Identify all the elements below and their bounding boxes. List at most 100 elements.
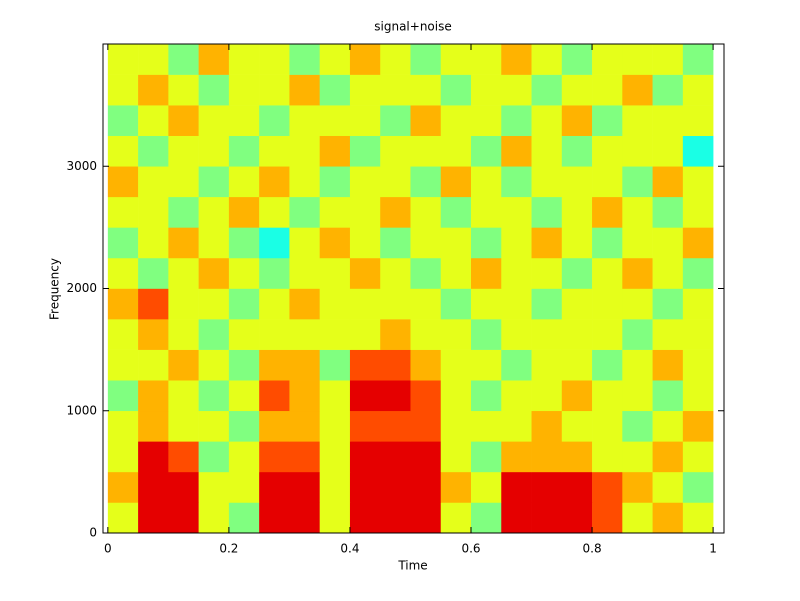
heatmap-cell — [561, 135, 593, 167]
heatmap-cell — [501, 74, 532, 106]
heatmap-cell — [289, 319, 320, 350]
heatmap-cell — [138, 410, 169, 442]
heatmap-cell — [592, 135, 623, 167]
chart-title: signal+noise — [374, 20, 451, 34]
heatmap-cell — [259, 196, 290, 228]
heatmap-cell — [410, 74, 442, 106]
heatmap-cell — [622, 349, 653, 381]
heatmap-cell — [622, 502, 653, 534]
heatmap-cell — [471, 441, 502, 473]
heatmap-cell — [259, 166, 290, 198]
heatmap-cell — [380, 135, 411, 167]
heatmap-cell — [319, 288, 351, 320]
heatmap-cell — [228, 319, 260, 350]
heatmap-cell — [107, 166, 139, 198]
heatmap-cell — [138, 502, 169, 534]
heatmap-cell — [168, 166, 199, 198]
heatmap-cell — [168, 135, 199, 167]
heatmap-cell — [531, 74, 563, 106]
x-tick-label: 0.4 — [340, 542, 359, 556]
heatmap-cell — [410, 288, 442, 320]
heatmap-cell — [349, 471, 381, 503]
heatmap-cell — [592, 74, 623, 106]
heatmap-cell — [198, 380, 230, 412]
heatmap-cell — [592, 441, 623, 473]
heatmap-cell — [289, 44, 320, 75]
heatmap-cell — [501, 380, 532, 412]
heatmap-cell — [561, 441, 593, 473]
heatmap-cell — [138, 74, 169, 106]
heatmap-cell — [652, 196, 684, 228]
heatmap-cell — [380, 74, 411, 106]
heatmap-cell — [107, 380, 139, 412]
heatmap-cell — [561, 44, 593, 75]
heatmap-cell — [410, 441, 442, 473]
heatmap-cell — [652, 471, 684, 503]
heatmap-cell — [289, 135, 320, 167]
heatmap-cell — [168, 349, 199, 381]
x-tick-label: 0.6 — [461, 542, 480, 556]
heatmap-cell — [380, 44, 411, 75]
heatmap-cell — [410, 502, 442, 534]
heatmap-cell — [107, 502, 139, 534]
heatmap-cell — [107, 227, 139, 259]
heatmap-cell — [471, 502, 502, 534]
heatmap-cell — [440, 471, 472, 503]
heatmap-cell — [138, 196, 169, 228]
heatmap-cell — [259, 441, 290, 473]
heatmap-cell — [349, 74, 381, 106]
heatmap-cell — [138, 471, 169, 503]
heatmap-cell — [622, 471, 653, 503]
x-tick-label: 0.2 — [219, 542, 238, 556]
heatmap-cell — [652, 380, 684, 412]
heatmap-cell — [168, 105, 199, 136]
heatmap-cell — [622, 105, 653, 136]
heatmap-cell — [198, 74, 230, 106]
heatmap-cell — [349, 319, 381, 350]
heatmap-cell — [471, 257, 502, 289]
heatmap-cell — [622, 257, 653, 289]
heatmap-cell — [380, 105, 411, 136]
heatmap-cell — [349, 380, 381, 412]
y-tick-label: 3000 — [66, 159, 97, 173]
heatmap-cell — [289, 196, 320, 228]
heatmap-cell — [228, 227, 260, 259]
heatmap-cell — [289, 227, 320, 259]
heatmap-cell — [561, 349, 593, 381]
heatmap-cell — [228, 349, 260, 381]
x-tick-label: 0 — [104, 542, 112, 556]
x-tick-label: 0.8 — [583, 542, 602, 556]
heatmap-cell — [501, 135, 532, 167]
heatmap-cell — [682, 410, 714, 442]
heatmap-cell — [471, 349, 502, 381]
heatmap-cell — [652, 44, 684, 75]
heatmap-cell — [138, 349, 169, 381]
heatmap-cell — [622, 196, 653, 228]
heatmap-cell — [349, 196, 381, 228]
heatmap-cell — [319, 44, 351, 75]
heatmap-cell — [168, 380, 199, 412]
heatmap-cell — [259, 135, 290, 167]
heatmap-cell — [168, 471, 199, 503]
heatmap-cell — [531, 319, 563, 350]
heatmap-cell — [349, 502, 381, 534]
heatmap-cell — [531, 105, 563, 136]
heatmap-cell — [440, 441, 472, 473]
heatmap-cell — [138, 319, 169, 350]
heatmap-cell — [168, 319, 199, 350]
heatmap-cell — [319, 471, 351, 503]
heatmap-cell — [228, 166, 260, 198]
heatmap-cell — [410, 196, 442, 228]
heatmap-cell — [107, 288, 139, 320]
heatmap-cell — [501, 349, 532, 381]
heatmap-cell — [380, 471, 411, 503]
heatmap-cell — [440, 380, 472, 412]
heatmap-cell — [380, 380, 411, 412]
heatmap-cell — [168, 44, 199, 75]
heatmap-cell — [682, 349, 714, 381]
heatmap-cell — [471, 319, 502, 350]
heatmap-cell — [289, 410, 320, 442]
heatmap-cell — [138, 166, 169, 198]
